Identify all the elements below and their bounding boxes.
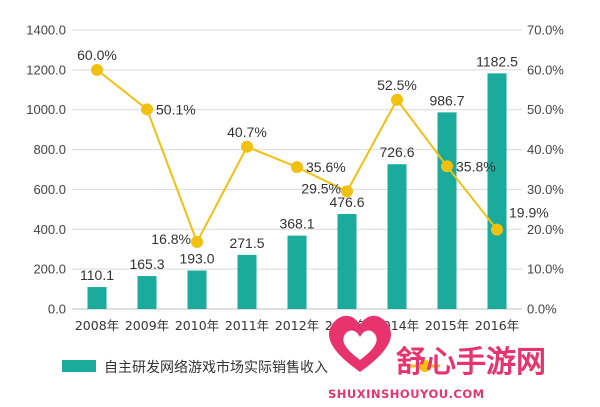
x-tick-label: 2010年 bbox=[175, 318, 219, 333]
y-left-tick-label: 800.0 bbox=[33, 142, 66, 157]
line-point bbox=[391, 93, 403, 106]
line-series bbox=[91, 63, 503, 249]
y-left-tick-label: 200.0 bbox=[33, 262, 66, 277]
bar-data-label: 110.1 bbox=[80, 267, 114, 283]
y-left-tick-label: 0.0 bbox=[48, 302, 66, 317]
line-point bbox=[241, 140, 253, 153]
watermark: 舒心手游网 SHUXINSHOUYOU.COM bbox=[328, 315, 546, 401]
y-left-tick-label: 1000.0 bbox=[26, 102, 66, 117]
right-axis: 0.0% 10.0% 20.0% 30.0% 40.0% 50.0% 60.0% 70.0% bbox=[527, 23, 564, 317]
bar bbox=[437, 112, 457, 310]
bar-data-label: 165.3 bbox=[129, 256, 164, 272]
y-right-tick-label: 60.0% bbox=[527, 62, 564, 77]
y-left-tick-label: 1200.0 bbox=[26, 62, 66, 77]
bar bbox=[87, 287, 107, 309]
bar-data-label: 476.6 bbox=[329, 194, 364, 210]
bar-data-label: 271.5 bbox=[229, 235, 264, 251]
left-axis: 0.0 200.0 400.0 600.0 800.0 1000.0 1200.0 1400.… bbox=[26, 23, 66, 317]
watermark-heart-inner-icon bbox=[343, 330, 377, 360]
y-left-tick-label: 600.0 bbox=[33, 182, 66, 197]
x-tick-label: 2012年 bbox=[275, 318, 319, 333]
legend: 自主研发网络游戏市场实际销售收入 bbox=[62, 359, 440, 376]
x-axis-ticks: 2008年2009年2010年2011年2012年2013年2014年2015年… bbox=[75, 318, 519, 333]
bar bbox=[387, 164, 407, 309]
y-right-tick-label: 50.0% bbox=[527, 102, 564, 117]
line-data-label: 19.9% bbox=[509, 205, 549, 221]
line-data-labels: 60.0% 50.1% 16.8% 40.7% 35.6% 29.5% 52.5% 35.8%… bbox=[77, 47, 549, 247]
bar-data-label: 726.6 bbox=[379, 144, 414, 160]
y-right-tick-label: 20.0% bbox=[527, 222, 564, 237]
bar bbox=[487, 73, 507, 310]
y-right-tick-label: 0.0% bbox=[527, 302, 557, 317]
y-right-tick-label: 30.0% bbox=[527, 182, 564, 197]
bar bbox=[137, 276, 157, 309]
legend-marker-line bbox=[419, 360, 431, 372]
line-point bbox=[491, 223, 503, 236]
bar-data-label: 193.0 bbox=[179, 251, 214, 267]
watermark-subtitle: SHUXINSHOUYOU.COM bbox=[328, 387, 485, 401]
line-data-label: 40.7% bbox=[227, 124, 267, 140]
x-tick-label: 2011年 bbox=[225, 318, 269, 333]
y-left-tick-label: 1400.0 bbox=[26, 23, 66, 38]
line-data-label: 29.5% bbox=[301, 180, 341, 196]
x-tick-label: 2008年 bbox=[75, 318, 119, 333]
watermark-title: 舒心手游网 bbox=[396, 345, 546, 380]
y-right-tick-label: 70.0% bbox=[527, 23, 564, 38]
bar bbox=[187, 270, 207, 309]
x-tick-label: 2009年 bbox=[125, 318, 169, 333]
y-right-tick-label: 10.0% bbox=[527, 262, 564, 277]
line-data-label: 35.6% bbox=[306, 159, 346, 175]
line-point bbox=[91, 63, 103, 76]
bar-data-label: 368.1 bbox=[279, 216, 314, 232]
x-tick-label: 2015年 bbox=[425, 318, 469, 333]
line-point bbox=[441, 160, 453, 173]
line-data-label: 16.8% bbox=[151, 231, 191, 247]
bar bbox=[337, 214, 357, 309]
x-tick-label: 2016年 bbox=[475, 318, 519, 333]
bar-data-label: 986.7 bbox=[429, 92, 464, 108]
line-data-label: 50.1% bbox=[156, 101, 196, 117]
line-data-label: 60.0% bbox=[77, 47, 117, 63]
line-point bbox=[291, 161, 303, 174]
y-left-tick-label: 400.0 bbox=[33, 222, 66, 237]
line-data-label: 35.8% bbox=[456, 158, 496, 174]
bar-data-labels: 110.1 165.3 193.0 271.5 368.1 476.6 726.6 986.7… bbox=[80, 53, 518, 283]
line-point bbox=[341, 185, 353, 198]
legend-label-bars: 自主研发网络游戏市场实际销售收入 bbox=[104, 359, 328, 376]
bar-data-label: 1182.5 bbox=[476, 53, 518, 69]
line-data-label: 52.5% bbox=[377, 77, 417, 93]
y-right-tick-label: 40.0% bbox=[527, 142, 564, 157]
line-point bbox=[191, 236, 203, 249]
bar bbox=[237, 254, 257, 309]
bar bbox=[287, 235, 307, 309]
line-point bbox=[141, 103, 153, 116]
legend-swatch-bars bbox=[62, 360, 96, 372]
